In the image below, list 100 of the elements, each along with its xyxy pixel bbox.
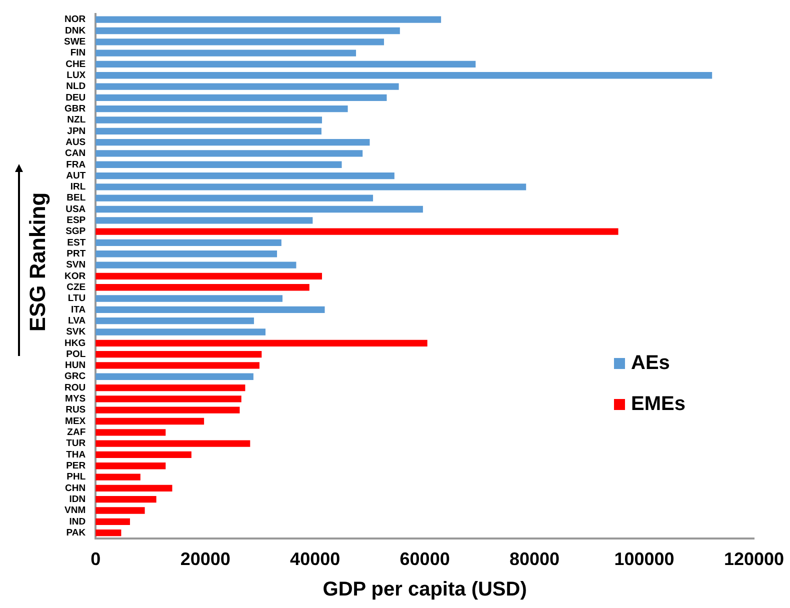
bar (96, 474, 140, 480)
y-tick-label: CHE (66, 58, 86, 70)
y-tick-label: FRA (66, 159, 86, 170)
y-tick-label: SGP (66, 226, 86, 238)
y-tick-label: PER (66, 460, 86, 472)
bar (96, 116, 322, 124)
bar (96, 138, 370, 146)
bar (96, 27, 400, 34)
y-tick-label: TUR (66, 438, 86, 450)
y-tick-label: IND (69, 516, 86, 528)
bar (96, 328, 266, 336)
y-tick-label: THA (66, 449, 86, 460)
bar (96, 206, 423, 213)
legend-label: EMEs (631, 393, 686, 416)
y-tick-label: AUT (66, 170, 86, 182)
y-tick-label: SVN (66, 260, 86, 271)
bar (96, 484, 172, 492)
bar (96, 83, 399, 90)
bar (96, 518, 130, 525)
bar (96, 284, 310, 291)
bar (96, 295, 283, 302)
bar (96, 60, 476, 68)
y-tick-label: KOR (64, 270, 86, 282)
x-axis-title: GDP per capita (USD) (322, 578, 527, 601)
bar (96, 384, 246, 392)
bar (96, 396, 242, 402)
y-tick-label: BEL (66, 192, 86, 204)
bar (96, 429, 166, 436)
bar (96, 150, 363, 157)
bar (96, 128, 322, 134)
y-tick-label: ZAF (67, 427, 86, 438)
x-tick-label: 0 (90, 549, 101, 570)
bar (96, 38, 384, 46)
y-tick-label: GBR (64, 103, 86, 114)
y-tick-label: CZE (66, 282, 86, 293)
bar (96, 262, 296, 268)
x-tick-label: 80000 (510, 549, 560, 570)
y-tick-label: ESP (66, 215, 86, 226)
bar (96, 250, 278, 258)
y-tick-label: SWE (64, 36, 86, 48)
bar (96, 94, 387, 102)
bar (96, 350, 262, 358)
y-tick-label: MYS (65, 394, 86, 405)
bar (96, 496, 156, 503)
bar (96, 406, 240, 414)
y-tick-label: SVK (66, 326, 86, 338)
bar (96, 451, 192, 458)
y-tick-label: HUN (65, 360, 86, 372)
y-tick-label: RUS (66, 404, 86, 416)
y-tick-label: JPN (67, 126, 86, 137)
y-tick-label: NOR (64, 14, 86, 26)
y-tick-label: FIN (70, 48, 86, 59)
x-tick-label: 120000 (724, 549, 784, 570)
x-tick-label: 20000 (180, 549, 230, 570)
y-tick-label: EST (67, 237, 86, 248)
y-tick-label: CAN (65, 148, 86, 160)
y-tick-label: PAK (66, 527, 86, 538)
bar (96, 16, 442, 23)
legend-label: AEs (631, 352, 670, 375)
bar (96, 507, 145, 514)
bar (96, 340, 428, 346)
bar (96, 194, 374, 202)
bar (96, 161, 342, 168)
y-tick-label: VNM (64, 505, 86, 516)
bar (96, 462, 166, 470)
y-tick-label: USA (66, 204, 86, 215)
y-tick-label: MEX (65, 416, 86, 427)
bar (96, 184, 526, 190)
bar (96, 172, 394, 180)
bar (96, 362, 260, 369)
bar (96, 239, 282, 246)
bar (96, 217, 313, 224)
y-tick-label: HKG (64, 338, 86, 349)
bar (96, 529, 122, 536)
bar (96, 228, 618, 235)
bar (96, 306, 325, 314)
y-tick-label: IRL (70, 182, 86, 193)
bar (96, 318, 254, 324)
y-tick-label: LUX (66, 70, 86, 81)
y-tick-label: NZL (67, 114, 86, 126)
bar (96, 50, 356, 56)
bar (96, 272, 322, 280)
bar (96, 418, 204, 425)
x-tick-label: 40000 (290, 549, 340, 570)
y-tick-label: POL (66, 348, 86, 360)
y-tick-label: GRC (64, 371, 86, 382)
y-tick-label: DNK (65, 25, 86, 36)
bar (96, 72, 712, 79)
bar (96, 440, 250, 447)
bar (96, 106, 348, 112)
bar (96, 373, 254, 380)
y-tick-label: ROU (64, 382, 86, 394)
y-tick-label: IDN (69, 494, 86, 505)
y-axis-title: ESG Ranking (25, 192, 51, 332)
y-tick-label: DEU (66, 92, 86, 104)
y-tick-label: AUS (66, 136, 86, 148)
y-tick-label: LVA (68, 315, 86, 326)
y-tick-label: LTU (68, 293, 86, 304)
y-tick-label: CHN (65, 482, 86, 494)
y-tick-label: NLD (66, 81, 86, 92)
